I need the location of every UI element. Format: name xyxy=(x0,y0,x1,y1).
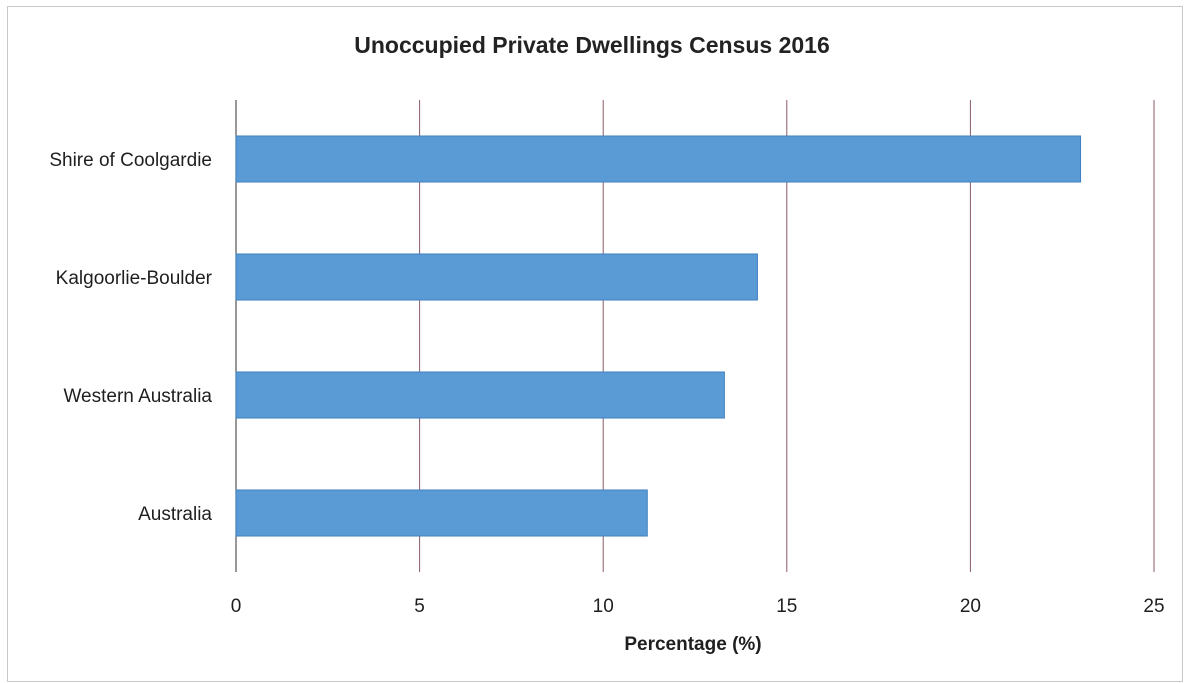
category-labels: Shire of Coolgardie Kalgoorlie-Boulder Wes… xyxy=(49,150,212,525)
bar-western-australia xyxy=(235,371,725,419)
chart-frame xyxy=(7,6,1183,682)
category-label: Shire of Coolgardie xyxy=(49,150,212,171)
category-label: Australia xyxy=(138,504,212,525)
bars xyxy=(235,135,1082,537)
bar-australia xyxy=(235,489,648,537)
x-tick-label: 25 xyxy=(1143,596,1164,617)
chart-title: Unoccupied Private Dwellings Census 2016 xyxy=(354,32,830,58)
x-tick-label: 5 xyxy=(414,596,425,617)
x-tick-label: 10 xyxy=(593,596,614,617)
x-axis-title: Percentage (%) xyxy=(624,634,761,655)
category-label: Kalgoorlie-Boulder xyxy=(56,268,213,289)
x-tick-label: 0 xyxy=(231,596,242,617)
x-tick-labels: 0 5 10 15 20 25 xyxy=(231,596,1165,617)
category-label: Western Australia xyxy=(63,386,212,407)
bar-shire-of-coolgardie xyxy=(235,135,1082,183)
x-tick-label: 15 xyxy=(776,596,797,617)
x-tick-label: 20 xyxy=(960,596,981,617)
bar-kalgoorlie-boulder xyxy=(235,253,758,301)
